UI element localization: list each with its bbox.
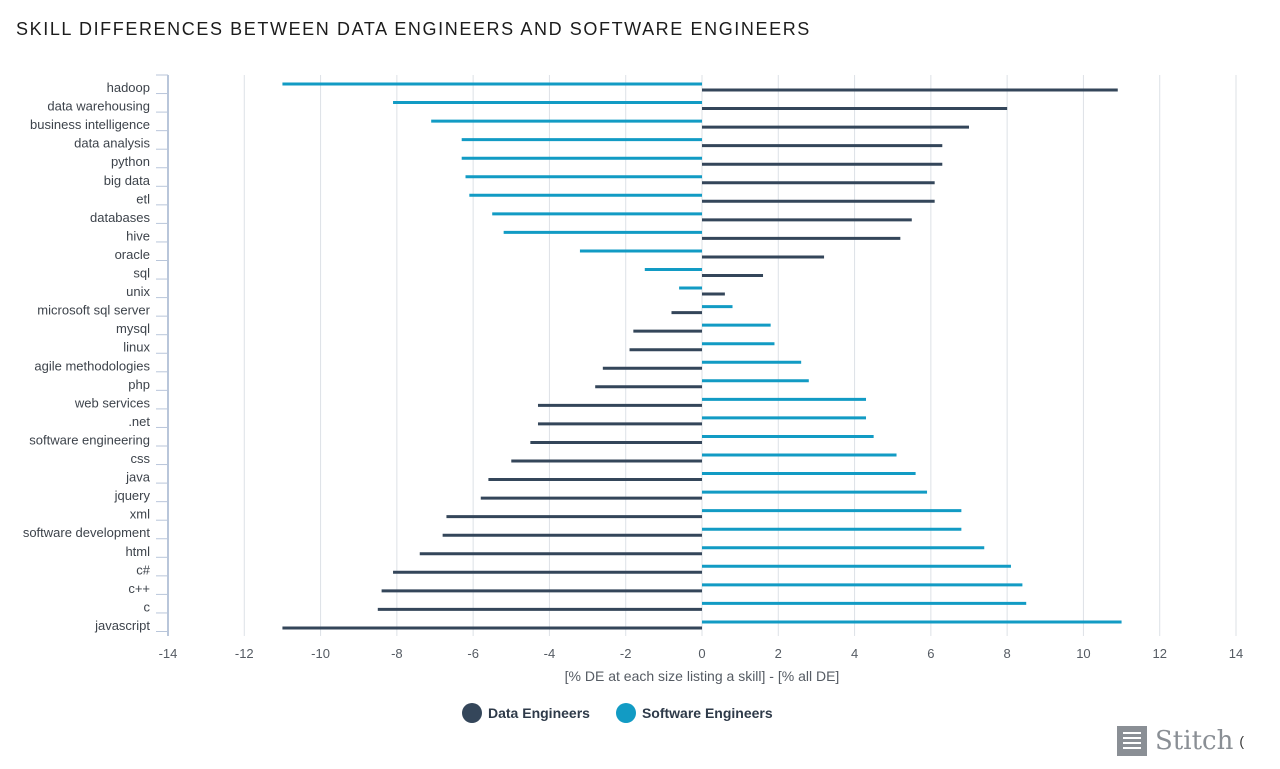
x-tick-label: -12	[235, 646, 254, 661]
x-tick-label: 2	[775, 646, 782, 661]
logo-text: Stitch	[1155, 726, 1234, 756]
x-tick-label: -2	[620, 646, 632, 661]
x-tick-label: 6	[927, 646, 934, 661]
chart-title: SKILL DIFFERENCES BETWEEN DATA ENGINEERS…	[16, 19, 811, 39]
category-label: php	[128, 377, 150, 392]
category-label: c	[144, 599, 151, 614]
category-label: xml	[130, 507, 150, 522]
category-label: web services	[74, 395, 151, 410]
category-label: agile methodologies	[34, 358, 150, 373]
category-label: oracle	[115, 247, 150, 262]
category-label: software development	[23, 525, 151, 540]
category-label: jquery	[114, 488, 151, 503]
category-label: microsoft sql server	[37, 303, 150, 318]
category-label: javascript	[94, 618, 150, 633]
category-label: html	[125, 544, 150, 559]
x-tick-label: -4	[544, 646, 556, 661]
category-label: unix	[126, 284, 150, 299]
category-label: .net	[128, 414, 150, 429]
x-tick-label: 8	[1004, 646, 1011, 661]
category-label: c++	[128, 581, 150, 596]
legend-item-software-engineers[interactable]: Software Engineers	[615, 703, 773, 723]
category-label: data warehousing	[47, 99, 150, 114]
x-tick-label: 12	[1152, 646, 1166, 661]
category-label: etl	[136, 191, 150, 206]
stitch-logo: Stitch (	[1117, 726, 1244, 756]
category-label: java	[125, 470, 151, 485]
legend-label-data-engineers: Data Engineers	[488, 705, 590, 721]
legend-item-data-engineers[interactable]: Data Engineers	[462, 703, 590, 723]
category-label: linux	[123, 340, 150, 355]
logo-trailing-text: (	[1239, 733, 1245, 749]
category-label: hive	[126, 228, 150, 243]
category-label: css	[131, 451, 151, 466]
category-label: hadoop	[107, 80, 150, 95]
category-label: sql	[133, 266, 150, 281]
category-label: data analysis	[74, 136, 150, 151]
legend-label-software-engineers: Software Engineers	[641, 705, 773, 721]
x-tick-label: -10	[311, 646, 330, 661]
x-axis-title: [% DE at each size listing a skill] - [%…	[565, 668, 840, 684]
x-tick-label: 14	[1229, 646, 1243, 661]
legend-swatch-data-engineers	[462, 703, 482, 723]
x-tick-label: 4	[851, 646, 858, 661]
x-tick-label: -8	[391, 646, 403, 661]
legend-swatch-software-engineers	[615, 703, 636, 723]
category-label: big data	[104, 173, 151, 188]
x-tick-label: 0	[698, 646, 705, 661]
x-tick-label: -6	[467, 646, 479, 661]
category-label: mysql	[116, 321, 150, 336]
category-label: c#	[136, 562, 151, 577]
category-label: business intelligence	[30, 117, 150, 132]
category-label: python	[111, 154, 150, 169]
legend: Data Engineers Software Engineers	[462, 703, 773, 723]
stitch-logo-icon	[1117, 726, 1147, 756]
category-label: databases	[90, 210, 150, 225]
category-label: software engineering	[29, 432, 150, 447]
x-tick-label: 10	[1076, 646, 1090, 661]
x-tick-label: -14	[159, 646, 178, 661]
